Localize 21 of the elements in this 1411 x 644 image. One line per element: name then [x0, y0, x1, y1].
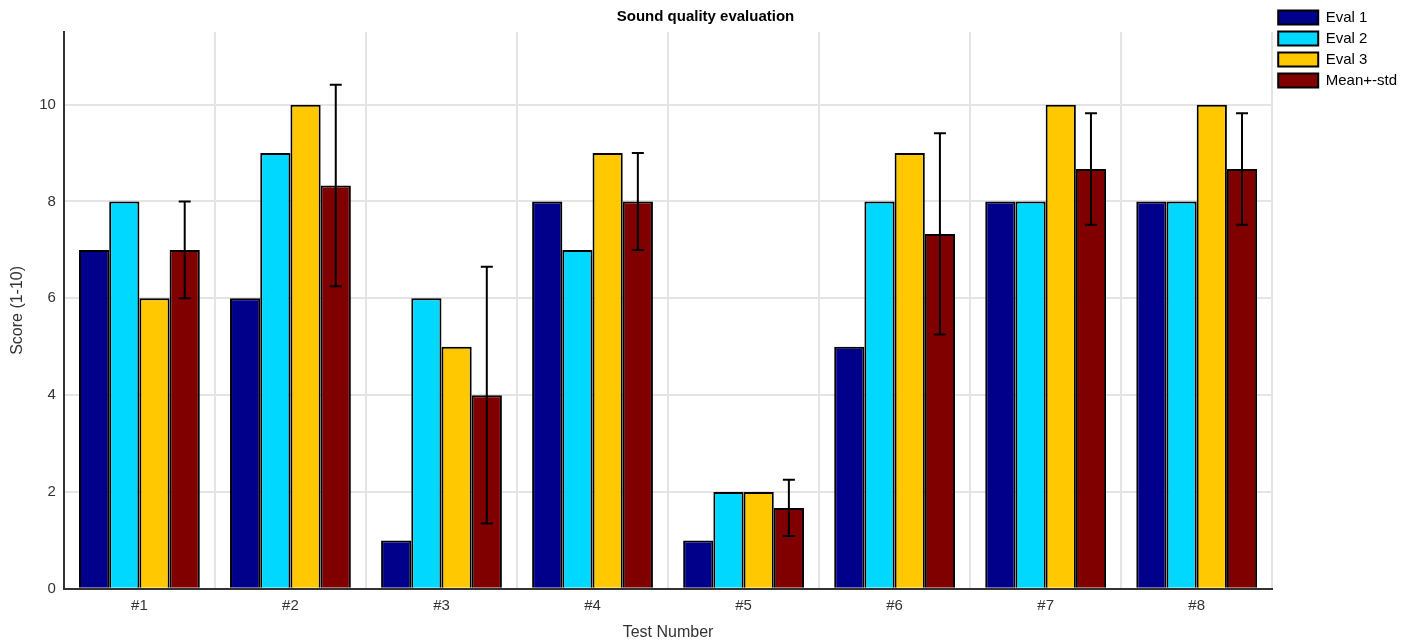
y-tick-label: 6 [47, 288, 56, 306]
x-tick-label: #1 [131, 595, 148, 613]
y-axis-title: Score (1-10) [8, 265, 26, 355]
x-tick-label: #6 [886, 595, 903, 613]
y-tick-label: 8 [47, 191, 56, 209]
y-tick-label: 10 [39, 94, 56, 112]
x-tick-label: #3 [433, 595, 450, 613]
legend-label: Eval 1 [1325, 7, 1368, 25]
x-tick-label: #5 [735, 595, 752, 613]
x-tick-label: #2 [282, 595, 299, 613]
legend-label: Eval 3 [1325, 49, 1368, 67]
x-tick-label: #7 [1037, 595, 1054, 613]
y-tick-label: 2 [47, 482, 56, 500]
y-tick-label: 0 [47, 578, 56, 596]
x-axis-title: Test Number [622, 622, 715, 640]
legend-label: Eval 2 [1325, 28, 1368, 46]
chart-title: Sound quality evaluation [616, 7, 795, 25]
x-tick-label: #8 [1188, 595, 1206, 613]
legend-label: Mean+-std [1325, 70, 1398, 88]
x-tick-label: #4 [584, 595, 601, 613]
y-tick-label: 4 [47, 385, 56, 403]
